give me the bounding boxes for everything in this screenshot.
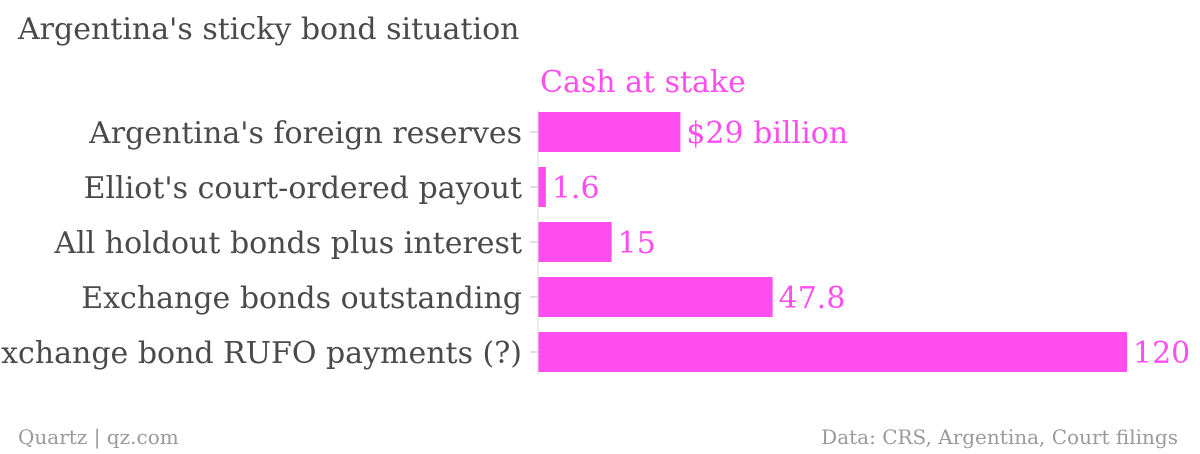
category-label: Exchange bond RUFO payments (?) bbox=[0, 336, 522, 371]
footer-source: Data: CRS, Argentina, Court filings bbox=[821, 425, 1178, 449]
category-label: Exchange bonds outstanding bbox=[81, 281, 522, 316]
chart-title: Argentina's sticky bond situation bbox=[18, 12, 520, 47]
bar bbox=[538, 277, 773, 317]
value-label: 1.6 bbox=[552, 171, 600, 206]
bar bbox=[538, 167, 546, 207]
value-label: 47.8 bbox=[779, 281, 846, 316]
category-label: All holdout bonds plus interest bbox=[53, 226, 522, 261]
category-label: Elliot's court-ordered payout bbox=[84, 171, 522, 206]
category-label: Argentina's foreign reserves bbox=[88, 116, 522, 151]
bar bbox=[538, 222, 612, 262]
series-label: Cash at stake bbox=[540, 65, 746, 100]
value-label: $29 billion bbox=[686, 116, 848, 151]
value-label: 15 bbox=[618, 226, 656, 261]
bar bbox=[538, 332, 1127, 372]
bar bbox=[538, 112, 681, 152]
bars-group: Argentina's foreign reserves $29 billion E… bbox=[0, 112, 1190, 372]
footer-credit: Quartz | qz.com bbox=[18, 425, 179, 449]
value-label: 120 bbox=[1133, 336, 1190, 371]
